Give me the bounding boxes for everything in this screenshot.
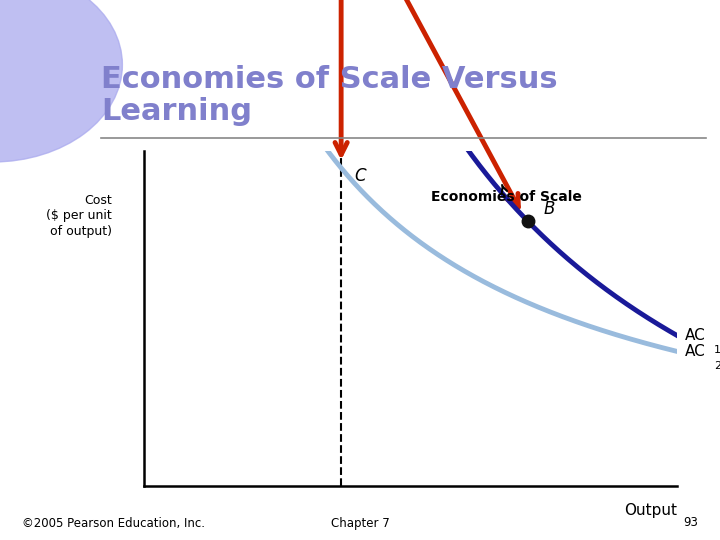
Text: 1: 1 (714, 346, 720, 355)
Text: 2: 2 (714, 361, 720, 372)
Text: AC: AC (685, 344, 706, 359)
Text: Cost
($ per unit
of output): Cost ($ per unit of output) (46, 194, 112, 238)
Text: ©2005 Pearson Education, Inc.: ©2005 Pearson Education, Inc. (22, 516, 204, 530)
Text: Economies of Scale: Economies of Scale (431, 185, 582, 205)
Text: Learning: Learning (0, 539, 1, 540)
Text: 93: 93 (683, 516, 698, 530)
Text: B: B (544, 200, 555, 218)
Text: Output: Output (624, 503, 677, 518)
Text: Economies of Scale Versus
Learning: Economies of Scale Versus Learning (101, 65, 557, 126)
Text: Chapter 7: Chapter 7 (330, 516, 390, 530)
Text: C: C (354, 167, 366, 185)
Text: AC: AC (685, 328, 706, 343)
